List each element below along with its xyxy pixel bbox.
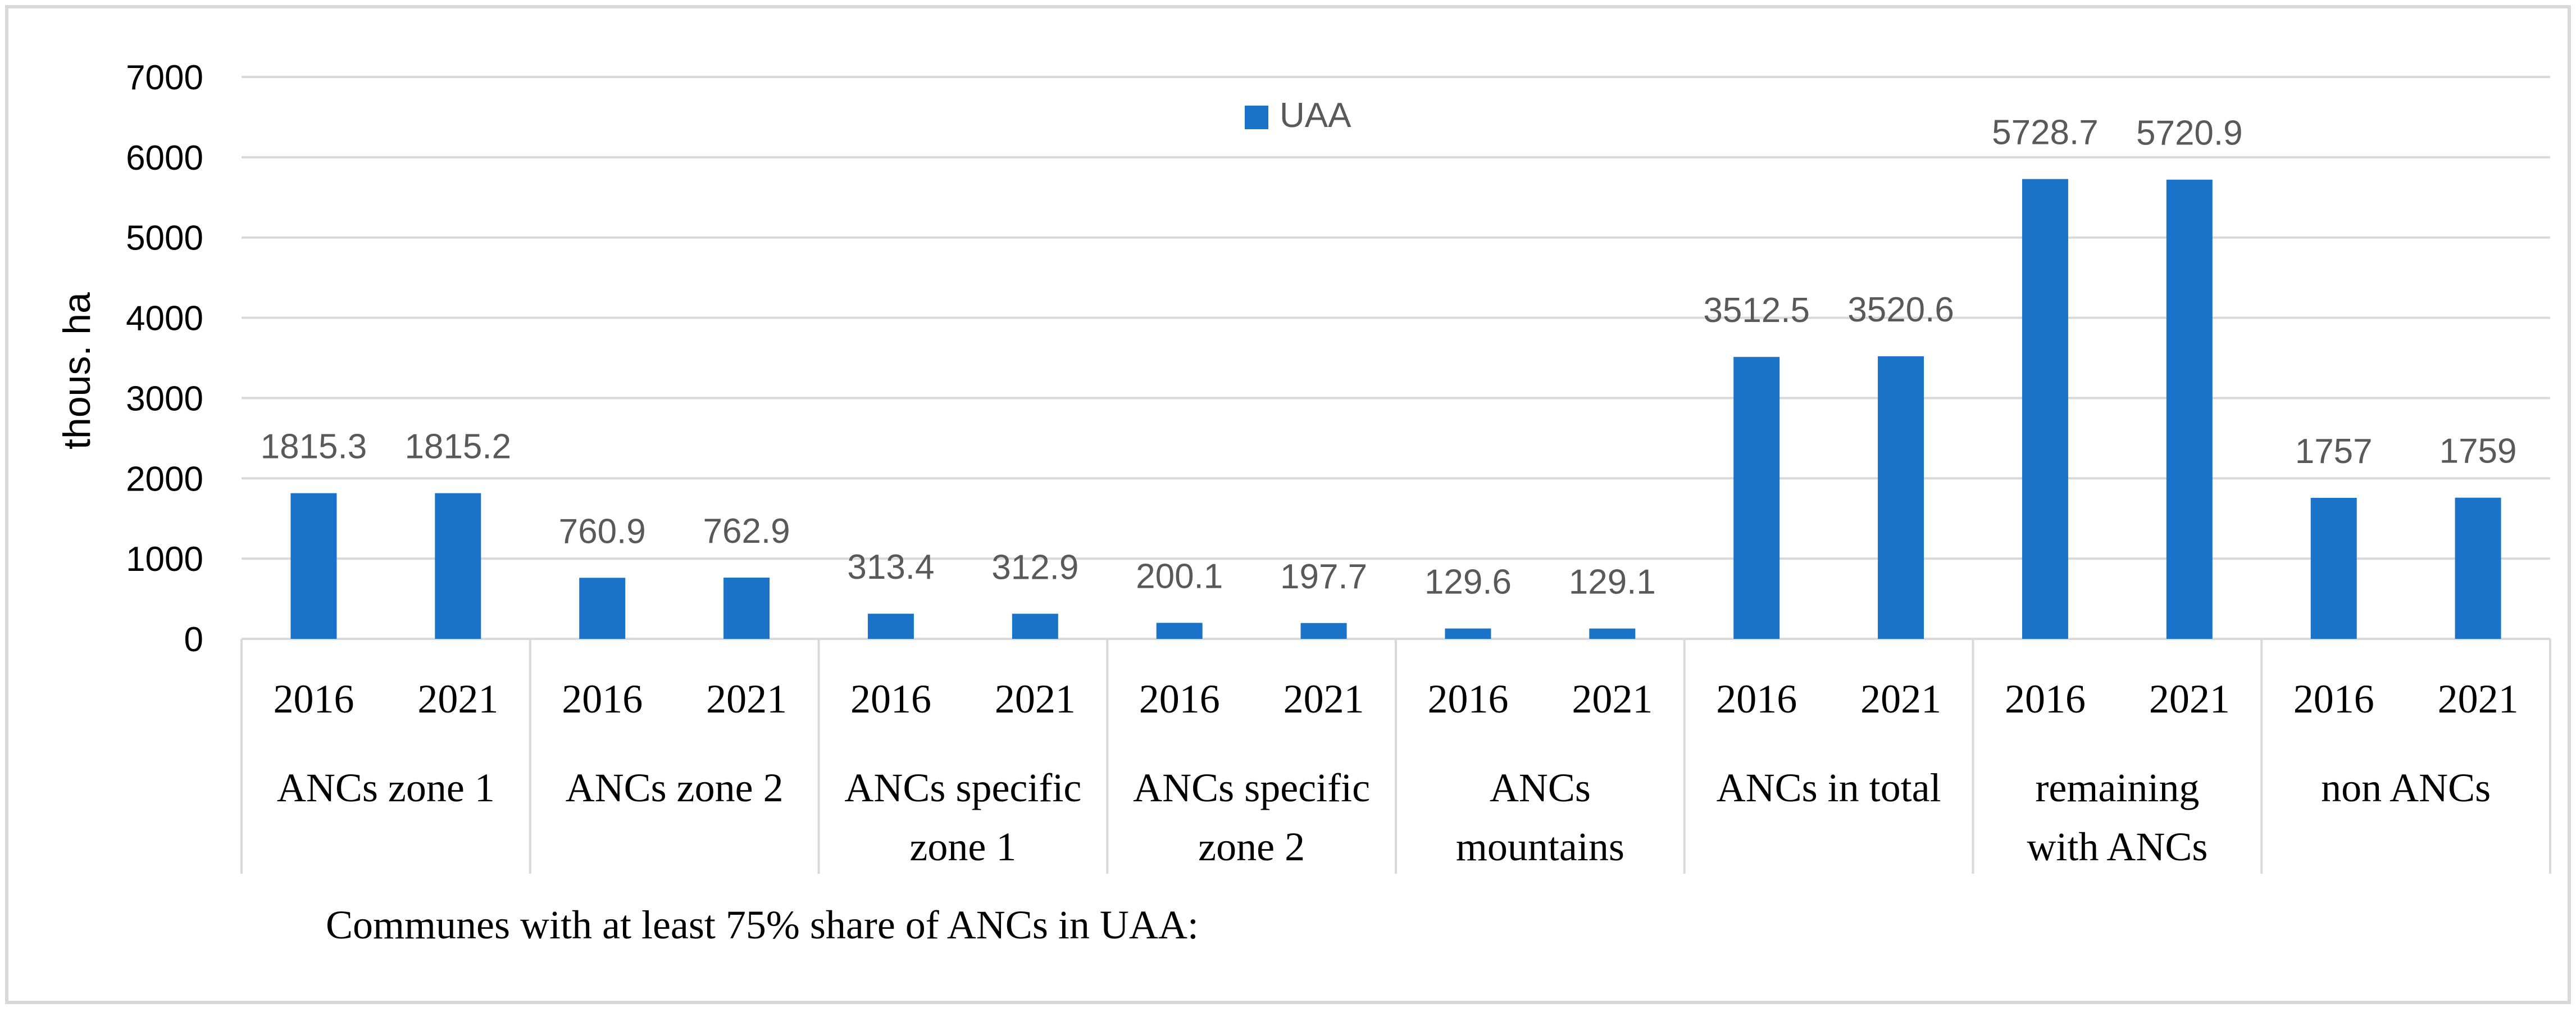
x-tick-label: 2021 [2438, 677, 2519, 721]
data-label: 313.4 [847, 548, 934, 587]
y-axis-label: thous. ha [56, 292, 98, 450]
data-label: 5720.9 [2136, 114, 2243, 153]
data-label: 3512.5 [1703, 291, 1810, 330]
category-label: ANCs in total [1717, 765, 1941, 810]
data-label: 1815.2 [404, 428, 511, 466]
bar [2310, 498, 2357, 639]
x-tick-label: 2021 [1860, 677, 1941, 721]
category-label: ANCs zone 2 [566, 765, 784, 810]
data-label: 129.1 [1569, 563, 1656, 602]
x-tick-label: 2016 [1427, 677, 1508, 721]
y-tick-label: 3000 [126, 379, 203, 418]
legend-label: UAA [1280, 96, 1351, 135]
data-labels: 1815.3 1815.2 760.9 762.9 313.4 312.9 200.1 197… [261, 114, 2517, 602]
y-tick-label: 2000 [126, 460, 203, 498]
chart-border [5, 5, 2571, 1004]
data-label: 129.6 [1424, 562, 1512, 601]
x-tick-label: 2021 [706, 677, 787, 721]
category-label: ANCs zone 1 [277, 765, 495, 810]
x-tick-label: 2016 [562, 677, 643, 721]
x-tick-label: 2016 [2293, 677, 2374, 721]
bar [1733, 357, 1780, 639]
x-tick-label: 2021 [1284, 677, 1364, 721]
data-label: 197.7 [1280, 557, 1367, 596]
x-axis-caption: Communes with at least 75% share of ANCs… [326, 902, 1199, 947]
gridlines [242, 76, 2550, 640]
bar [1878, 356, 1924, 639]
category-label: non ANCs [2321, 765, 2491, 810]
bar [435, 493, 481, 639]
bar [1300, 623, 1347, 639]
bar [2455, 497, 2501, 639]
bar [579, 578, 626, 639]
x-tick-label: 2021 [1572, 677, 1653, 721]
bar [723, 578, 770, 639]
data-label: 1757 [2295, 432, 2373, 471]
category-label: remaining [2035, 765, 2199, 810]
bar [1156, 623, 1203, 639]
category-label: ANCs specific [844, 765, 1081, 810]
y-axis-ticks: 0 1000 2000 3000 4000 5000 6000 7000 [126, 58, 203, 659]
bar [1445, 628, 1491, 639]
y-tick-label: 1000 [126, 540, 203, 579]
category-label: ANCs specific [1133, 765, 1370, 810]
x-tick-label: 2016 [273, 677, 354, 721]
x-axis: 2016 2021 ANCs zone 1 2016 2021 ANCs zone 2 20… [240, 639, 2551, 874]
category-label: zone 2 [1198, 824, 1305, 869]
x-tick-label: 2021 [995, 677, 1076, 721]
category-label: with ANCs [2027, 824, 2208, 869]
legend-swatch [1245, 106, 1268, 129]
y-tick-label: 6000 [126, 139, 203, 178]
y-tick-label: 0 [184, 620, 203, 659]
bar [2022, 179, 2068, 639]
x-tick-label: 2016 [850, 677, 931, 721]
category-label: ANCs [1490, 765, 1591, 810]
bar [2166, 179, 2213, 639]
y-tick-label: 4000 [126, 299, 203, 338]
x-tick-label: 2021 [417, 677, 498, 721]
legend: UAA [1245, 96, 1351, 135]
data-label: 200.1 [1136, 557, 1223, 596]
bar [1012, 614, 1058, 639]
y-tick-label: 5000 [126, 219, 203, 258]
data-label: 312.9 [991, 548, 1078, 587]
category-label: zone 1 [909, 824, 1016, 869]
bar [290, 493, 337, 639]
x-tick-label: 2016 [1139, 677, 1220, 721]
bar [1589, 628, 1636, 639]
data-label: 5728.7 [1992, 114, 2099, 152]
data-label: 760.9 [559, 512, 646, 551]
x-tick-label: 2016 [1716, 677, 1797, 721]
bars [290, 179, 2501, 639]
data-label: 762.9 [703, 512, 790, 551]
y-tick-label: 7000 [126, 58, 203, 97]
data-label: 3520.6 [1847, 291, 1954, 329]
category-label: mountains [1456, 824, 1624, 869]
x-tick-label: 2016 [2005, 677, 2086, 721]
data-label: 1815.3 [261, 428, 367, 466]
data-label: 1759 [2440, 432, 2517, 471]
bar [867, 614, 914, 639]
x-tick-label: 2021 [2149, 677, 2230, 721]
